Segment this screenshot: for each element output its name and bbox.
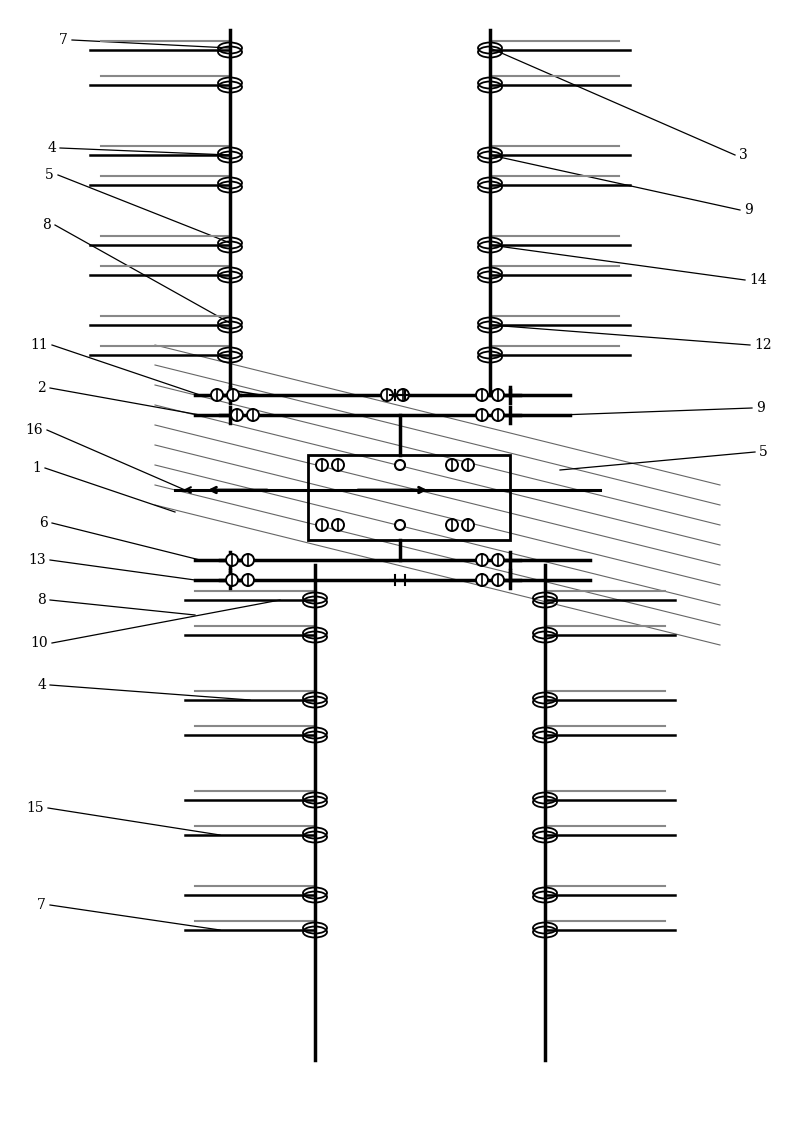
Text: 5: 5: [759, 445, 768, 459]
Text: 3: 3: [739, 148, 748, 162]
Text: 12: 12: [754, 338, 772, 352]
Circle shape: [316, 519, 328, 531]
Text: 7: 7: [37, 898, 46, 912]
Circle shape: [395, 460, 405, 470]
Circle shape: [247, 409, 259, 421]
Text: 14: 14: [749, 273, 766, 287]
Text: 6: 6: [39, 516, 48, 530]
Text: 11: 11: [30, 338, 48, 352]
Circle shape: [492, 409, 504, 421]
Circle shape: [446, 459, 458, 471]
Circle shape: [231, 409, 243, 421]
Text: 4: 4: [47, 140, 56, 155]
Text: 7: 7: [59, 33, 68, 46]
Circle shape: [476, 389, 488, 401]
Circle shape: [381, 389, 393, 401]
Text: 16: 16: [26, 423, 43, 437]
Circle shape: [226, 554, 238, 566]
Circle shape: [446, 519, 458, 531]
Circle shape: [492, 574, 504, 586]
Circle shape: [476, 554, 488, 566]
Text: 9: 9: [744, 203, 753, 218]
Circle shape: [397, 389, 409, 401]
Circle shape: [242, 574, 254, 586]
Text: 1: 1: [32, 461, 41, 475]
Circle shape: [476, 409, 488, 421]
Text: 2: 2: [38, 381, 46, 395]
Circle shape: [332, 519, 344, 531]
Circle shape: [332, 459, 344, 471]
Text: 8: 8: [42, 218, 51, 232]
Circle shape: [492, 389, 504, 401]
Text: 5: 5: [46, 168, 54, 182]
Text: 4: 4: [37, 678, 46, 692]
Circle shape: [226, 574, 238, 586]
Circle shape: [395, 520, 405, 530]
Circle shape: [462, 459, 474, 471]
Text: 13: 13: [28, 553, 46, 566]
Circle shape: [211, 389, 223, 401]
Circle shape: [227, 389, 239, 401]
Circle shape: [242, 554, 254, 566]
Bar: [308, 455, 510, 540]
Text: 9: 9: [756, 401, 765, 415]
Circle shape: [462, 519, 474, 531]
Circle shape: [476, 574, 488, 586]
Circle shape: [316, 459, 328, 471]
Circle shape: [492, 554, 504, 566]
Text: 15: 15: [26, 801, 44, 815]
Text: 8: 8: [38, 593, 46, 607]
Text: 10: 10: [30, 636, 48, 650]
